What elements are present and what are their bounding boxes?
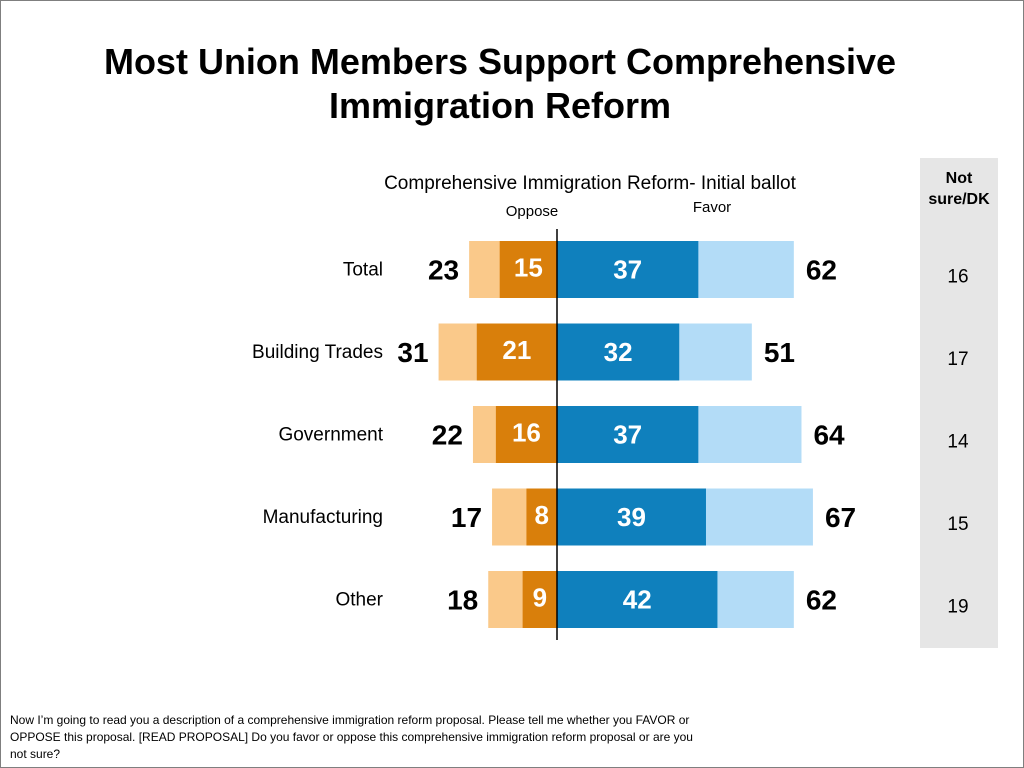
oppose-strong-bar bbox=[499, 241, 557, 298]
oppose-axis-label: Oppose bbox=[505, 203, 559, 220]
oppose-strong-label: 16 bbox=[512, 418, 541, 448]
oppose-strong-label: 8 bbox=[534, 500, 548, 530]
oppose-strong-bar bbox=[495, 406, 557, 463]
notsure-value: 19 bbox=[947, 597, 968, 618]
favor-strong-bar bbox=[557, 323, 680, 381]
favor-strong-label: 37 bbox=[613, 420, 642, 450]
oppose-total-label: 31 bbox=[397, 337, 428, 368]
notsure-header: Not sure/DK bbox=[928, 170, 990, 208]
oppose-strong-label: 21 bbox=[502, 335, 531, 365]
favor-strong-label: 37 bbox=[613, 255, 642, 285]
category-label: Total bbox=[343, 260, 383, 281]
category-label: Government bbox=[278, 425, 383, 446]
favor-total-label: 64 bbox=[813, 420, 845, 451]
notsure-value: 16 bbox=[947, 267, 968, 288]
favor-total-label: 62 bbox=[806, 585, 837, 616]
oppose-total-label: 17 bbox=[451, 502, 482, 533]
oppose-total-label: 23 bbox=[428, 255, 459, 286]
category-label: Other bbox=[335, 590, 383, 611]
oppose-total-label: 22 bbox=[432, 420, 463, 451]
favor-strong-bar bbox=[557, 571, 718, 628]
favor-strong-label: 39 bbox=[617, 502, 646, 532]
oppose-total-label: 18 bbox=[447, 585, 478, 616]
favor-strong-label: 32 bbox=[604, 337, 633, 367]
chart-subtitle: Comprehensive Immigration Reform- Initia… bbox=[384, 173, 796, 194]
notsure-panel bbox=[920, 158, 998, 648]
favor-total-label: 51 bbox=[764, 337, 795, 368]
favor-strong-bar bbox=[557, 406, 699, 463]
oppose-strong-bar bbox=[526, 488, 557, 546]
question-footnote: Now I’m going to read you a description … bbox=[10, 713, 693, 761]
chart-title: Most Union Members Support Comprehensive… bbox=[103, 41, 897, 126]
oppose-strong-label: 15 bbox=[514, 253, 543, 283]
category-label: Building Trades bbox=[252, 342, 383, 363]
favor-total-label: 62 bbox=[806, 255, 837, 286]
notsure-value: 14 bbox=[947, 432, 969, 453]
notsure-value: 17 bbox=[947, 349, 968, 370]
favor-strong-bar bbox=[557, 241, 699, 298]
oppose-strong-bar bbox=[522, 571, 557, 628]
oppose-strong-bar bbox=[476, 323, 557, 381]
favor-total-label: 67 bbox=[825, 502, 856, 533]
favor-axis-label: Favor bbox=[692, 199, 732, 216]
favor-strong-bar bbox=[557, 488, 706, 546]
notsure-value: 15 bbox=[947, 514, 968, 535]
category-label: Manufacturing bbox=[263, 507, 383, 528]
oppose-strong-label: 9 bbox=[533, 583, 547, 613]
favor-strong-label: 42 bbox=[623, 585, 652, 615]
